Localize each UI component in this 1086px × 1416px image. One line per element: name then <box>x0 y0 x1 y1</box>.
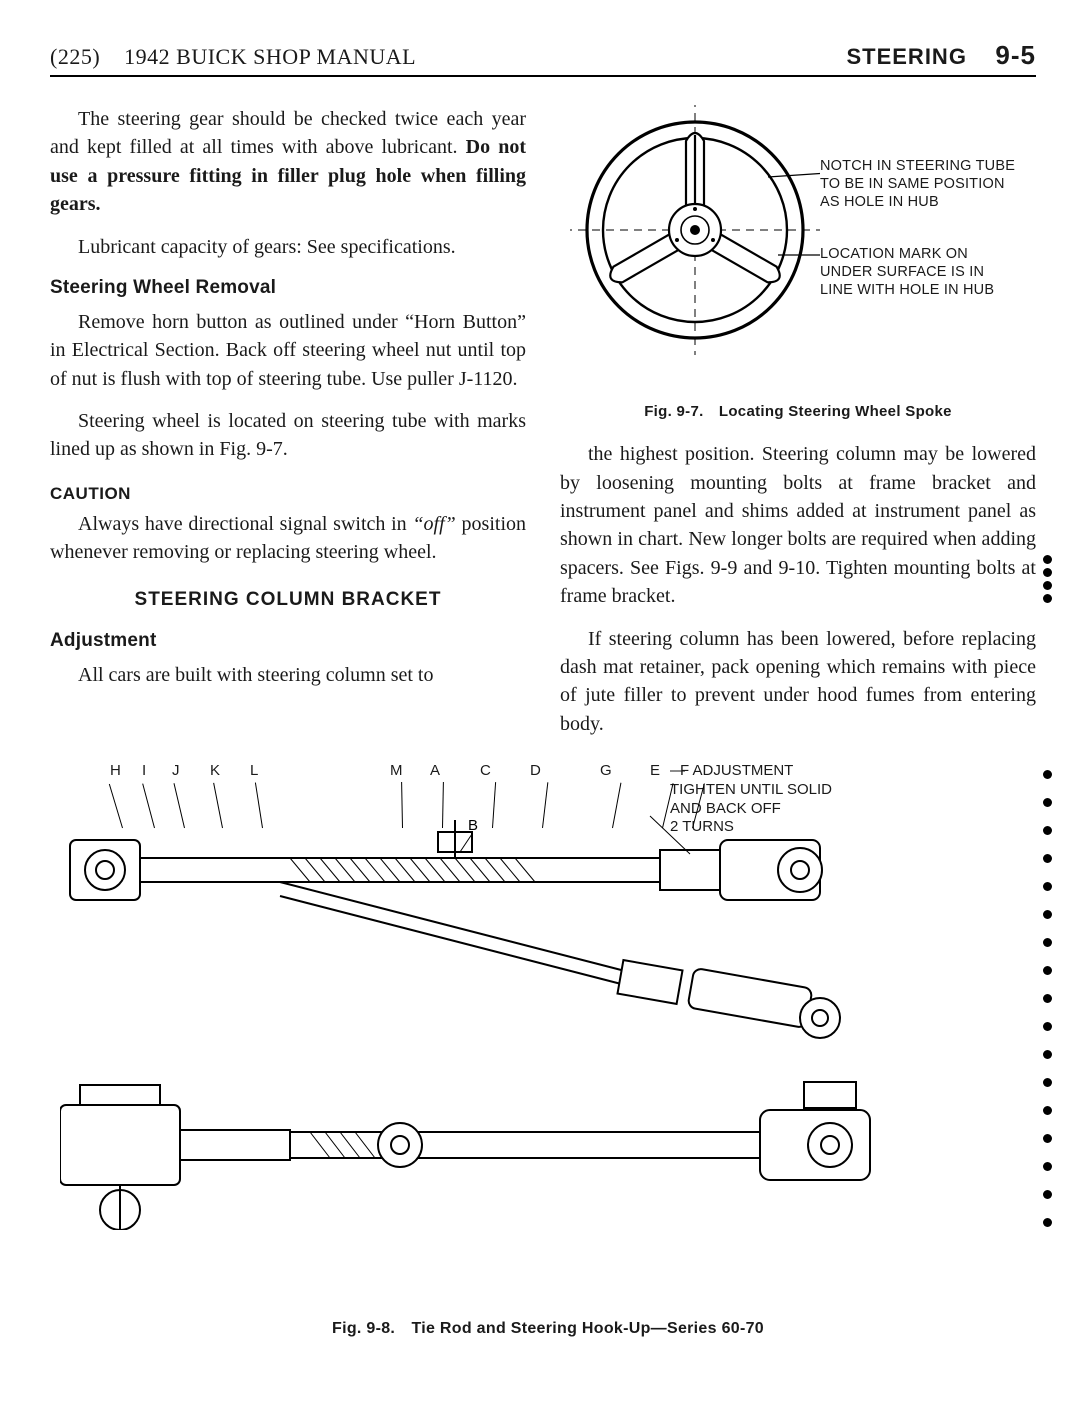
fig98-letter: C <box>480 762 491 779</box>
header-left: (225) 1942 BUICK SHOP MANUAL <box>50 44 416 70</box>
margin-bullets-upper <box>1043 555 1052 603</box>
fig98-letter: I <box>142 762 147 779</box>
para-capacity: Lubricant capacity of gears: See specifi… <box>50 233 526 261</box>
body-columns: The steering gear should be checked twic… <box>50 105 1036 752</box>
bullet-icon <box>1043 594 1052 603</box>
fig98-letter: M <box>390 762 403 779</box>
bullet-icon <box>1043 826 1052 835</box>
fig98-letter: A <box>430 762 441 779</box>
para-if-lowered: If steering column has been lowered, bef… <box>560 625 1036 739</box>
bullet-icon <box>1043 1162 1052 1171</box>
fig98-letter: L <box>250 762 259 779</box>
fig98-letter-row: HIJKLMACDGEF <box>110 762 700 782</box>
section-label: STEERING <box>846 44 966 69</box>
para-remove-horn: Remove horn button as outlined under “Ho… <box>50 308 526 393</box>
bullet-icon <box>1043 798 1052 807</box>
fig98-diagram: B <box>60 810 880 1230</box>
bullet-icon <box>1043 1050 1052 1059</box>
callout-location-text: LOCATION MARK ON UNDER SURFACE IS IN LIN… <box>820 246 994 298</box>
manual-page: (225) 1942 BUICK SHOP MANUAL STEERING 9-… <box>0 0 1086 1416</box>
fig98-letter: H <box>110 762 121 779</box>
para-caution: Always have directional signal switch in… <box>50 510 526 567</box>
page-number: 9-5 <box>995 40 1036 70</box>
figure-9-8: HIJKLMACDGEF — ADJUSTMENT TIGHTEN UNTIL … <box>60 740 1036 1350</box>
para-lubricant-a: The steering gear should be checked twic… <box>50 108 526 158</box>
adj-label: ADJUSTMENT <box>693 762 794 779</box>
bullet-icon <box>1043 1022 1052 1031</box>
bullet-icon <box>1043 1218 1052 1227</box>
bullet-icon <box>1043 1190 1052 1199</box>
bullet-icon <box>1043 882 1052 891</box>
bullet-icon <box>1043 854 1052 863</box>
bullet-icon <box>1043 938 1052 947</box>
dash-icon: — <box>670 762 685 779</box>
bullet-icon <box>1043 555 1052 564</box>
fig98-letter: E <box>650 762 661 779</box>
para-caution-off: “off” <box>412 513 455 535</box>
right-column: NOTCH IN STEERING TUBE TO BE IN SAME POS… <box>560 105 1036 752</box>
steering-wheel-diagram <box>570 105 820 355</box>
heading-adjustment: Adjustment <box>50 628 526 655</box>
para-all-cars: All cars are built with steering column … <box>50 661 526 689</box>
figure-9-8-caption: Fig. 9-8. Tie Rod and Steering Hook-Up—S… <box>60 1320 1036 1338</box>
margin-bullets-lower <box>1043 770 1052 1227</box>
figure-9-7-caption: Fig. 9-7. Locating Steering Wheel Spoke <box>560 401 1036 422</box>
manual-title: 1942 BUICK SHOP MANUAL <box>124 44 416 69</box>
fig98-letter: J <box>172 762 180 779</box>
bullet-icon <box>1043 568 1052 577</box>
left-column: The steering gear should be checked twic… <box>50 105 526 752</box>
callout-location-mark: LOCATION MARK ON UNDER SURFACE IS IN LIN… <box>820 245 1020 299</box>
callout-notch-text: NOTCH IN STEERING TUBE TO BE IN SAME POS… <box>820 158 1015 210</box>
para-highest-position: the highest position. Steering column ma… <box>560 440 1036 610</box>
heading-removal: Steering Wheel Removal <box>50 275 526 302</box>
page-prefix: (225) <box>50 44 100 69</box>
bullet-icon <box>1043 1078 1052 1087</box>
fig98-letter: G <box>600 762 612 779</box>
callout-notch: NOTCH IN STEERING TUBE TO BE IN SAME POS… <box>820 157 1020 211</box>
bullet-icon <box>1043 910 1052 919</box>
para-wheel-located: Steering wheel is located on steering tu… <box>50 407 526 464</box>
bullet-icon <box>1043 581 1052 590</box>
bullet-icon <box>1043 770 1052 779</box>
heading-bracket: STEERING COLUMN BRACKET <box>50 587 526 614</box>
page-header: (225) 1942 BUICK SHOP MANUAL STEERING 9-… <box>50 40 1036 77</box>
para-lubricant: The steering gear should be checked twic… <box>50 105 526 219</box>
bullet-icon <box>1043 966 1052 975</box>
figure-9-7: NOTCH IN STEERING TUBE TO BE IN SAME POS… <box>560 105 1036 395</box>
fig98-letter-b: B <box>468 817 478 834</box>
fig98-letter: D <box>530 762 541 779</box>
bullet-icon <box>1043 1134 1052 1143</box>
bullet-icon <box>1043 994 1052 1003</box>
para-caution-a: Always have directional signal switch in <box>78 513 412 535</box>
fig98-letter: K <box>210 762 221 779</box>
caution-label: CAUTION <box>50 482 526 506</box>
bullet-icon <box>1043 1106 1052 1115</box>
header-right: STEERING 9-5 <box>846 40 1036 71</box>
